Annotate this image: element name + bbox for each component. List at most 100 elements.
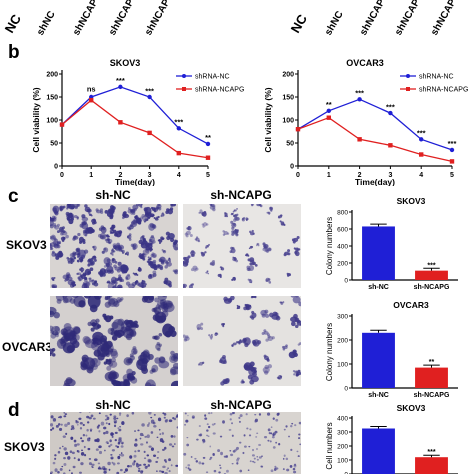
data-point bbox=[176, 150, 181, 156]
panel-label-c: c bbox=[8, 186, 19, 207]
significance-label: *** bbox=[355, 89, 364, 98]
y-tick-label: 100 bbox=[337, 458, 348, 465]
x-tick-label: 0 bbox=[296, 172, 300, 179]
significance-label: *** bbox=[427, 262, 435, 269]
y-axis-label: Colony numbers bbox=[325, 217, 334, 275]
significance-label: *** bbox=[116, 76, 125, 85]
data-point bbox=[449, 159, 455, 164]
x-tick-label: 0 bbox=[60, 172, 64, 179]
column-header-d-sh-ncapg: sh-NCAPG bbox=[210, 398, 272, 412]
y-axis-label: Cell numbers bbox=[325, 422, 334, 469]
micrograph-texture bbox=[183, 412, 301, 474]
legend-label: shRNA-NCAPG bbox=[419, 87, 468, 94]
x-tick-label: sh-NC bbox=[368, 392, 389, 399]
migration-photo-skov3-sh-ncapg bbox=[183, 412, 301, 474]
data-point bbox=[118, 84, 123, 90]
y-tick-label: 200 bbox=[46, 72, 58, 79]
y-tick-label: 400 bbox=[337, 416, 348, 423]
significance-label: *** bbox=[145, 86, 154, 95]
micrograph-texture bbox=[50, 204, 178, 288]
x-tick-label: 5 bbox=[206, 172, 210, 179]
series-line bbox=[297, 116, 453, 163]
panel-label-b: b bbox=[8, 42, 20, 63]
x-tick-label: 5 bbox=[450, 172, 454, 179]
y-tick-label: 0 bbox=[54, 164, 58, 171]
significance-label: ns bbox=[87, 84, 96, 93]
y-tick-label: 300 bbox=[337, 314, 348, 321]
legend-label: shRNA-NC bbox=[419, 74, 454, 81]
micrograph-texture bbox=[50, 412, 178, 474]
x-tick-label: sh-NCAPG bbox=[414, 284, 450, 291]
top-label: shNC bbox=[323, 9, 346, 37]
top-label: NC bbox=[288, 11, 311, 35]
column-header-sh-ncapg: sh-NCAPG bbox=[210, 188, 272, 202]
column-header-d-sh-nc: sh-NC bbox=[95, 398, 131, 412]
chart-title: SKOV3 bbox=[397, 196, 426, 206]
y-axis-label: Colony numbers bbox=[325, 323, 334, 381]
chart-title: OVCAR3 bbox=[393, 300, 429, 310]
significance-label: *** bbox=[448, 139, 457, 148]
y-tick-label: 200 bbox=[337, 444, 348, 451]
chart-title: OVCAR3 bbox=[346, 58, 384, 68]
data-point bbox=[326, 108, 331, 113]
micrograph-texture bbox=[183, 204, 301, 288]
significance-label: *** bbox=[386, 102, 395, 111]
y-tick-label: 800 bbox=[337, 210, 348, 217]
data-point bbox=[388, 143, 393, 148]
panel-label-d: d bbox=[8, 400, 20, 421]
x-tick-label: 4 bbox=[177, 172, 181, 179]
x-tick-label: 1 bbox=[327, 172, 331, 179]
data-point bbox=[205, 141, 211, 147]
line-chart-skov3: SKOV3 0 50 100 150 200 0 1 2 3 4 5 Time(day) Cell via… bbox=[31, 58, 244, 186]
bar bbox=[415, 367, 448, 388]
bar bbox=[415, 457, 448, 474]
data-point bbox=[176, 126, 181, 131]
row-label-skov3: SKOV3 bbox=[6, 238, 47, 252]
data-point bbox=[118, 120, 123, 125]
y-tick-label: 100 bbox=[337, 362, 348, 369]
series-line bbox=[61, 86, 209, 145]
bar bbox=[415, 270, 448, 280]
row-label-d-skov3: SKOV3 bbox=[4, 440, 45, 454]
series-line bbox=[297, 98, 453, 151]
data-point bbox=[326, 115, 331, 120]
data-point bbox=[147, 94, 152, 100]
y-tick-label: 0 bbox=[290, 164, 294, 171]
top-label: shNCAPG-3 bbox=[429, 0, 467, 38]
y-tick-label: 0 bbox=[344, 472, 348, 474]
top-label: shNCAPG-1 bbox=[358, 0, 396, 38]
y-axis-label: Cell viability (%) bbox=[31, 87, 41, 152]
legend-label: shRNA-NCAPG bbox=[195, 87, 244, 94]
top-label: shNC bbox=[35, 9, 58, 37]
y-tick-label: 150 bbox=[46, 95, 58, 102]
micrograph-texture bbox=[50, 296, 178, 386]
y-tick-label: 50 bbox=[50, 141, 58, 148]
data-point bbox=[357, 137, 362, 142]
chart-title: SKOV3 bbox=[397, 403, 426, 413]
x-axis-label: Time(day) bbox=[355, 177, 395, 186]
data-point bbox=[59, 122, 65, 127]
data-point bbox=[295, 127, 301, 132]
y-tick-label: 200 bbox=[337, 261, 348, 268]
legend-marker bbox=[406, 87, 410, 91]
y-axis-label: Cell viability (%) bbox=[263, 87, 273, 152]
x-axis-label: Time(day) bbox=[115, 177, 155, 186]
data-point bbox=[449, 147, 455, 153]
y-tick-label: 200 bbox=[282, 72, 294, 79]
top-label: shNCAPG-2 bbox=[393, 0, 431, 38]
data-point bbox=[419, 152, 424, 157]
y-tick-label: 200 bbox=[337, 338, 348, 345]
legend-marker bbox=[182, 74, 186, 78]
top-label: shNCAPG-2 bbox=[107, 0, 145, 38]
x-tick-label: 2 bbox=[358, 172, 362, 179]
y-tick-label: 100 bbox=[282, 118, 294, 125]
legend-marker bbox=[182, 87, 186, 91]
x-tick-label: 3 bbox=[388, 172, 392, 179]
data-point bbox=[205, 155, 211, 160]
x-tick-label: 4 bbox=[419, 172, 423, 179]
top-label: shNCAPG-3 bbox=[143, 0, 181, 38]
colony-photo-skov3-sh-nc bbox=[50, 204, 178, 288]
